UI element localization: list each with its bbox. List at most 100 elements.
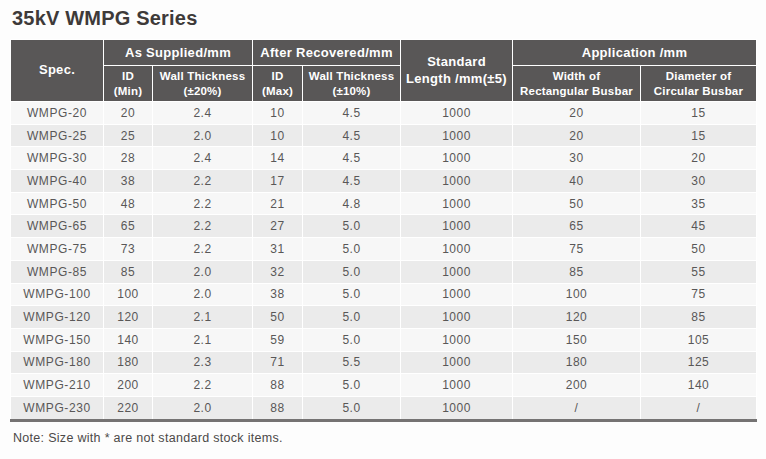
id-max-cell: 71 bbox=[253, 351, 303, 374]
wall-thickness-supplied-cell: 2.0 bbox=[153, 124, 253, 147]
standard-length-cell: 1000 bbox=[401, 306, 513, 329]
wall-thickness-supplied-cell: 2.2 bbox=[153, 192, 253, 215]
wall-thickness-recovered-cell: 5.0 bbox=[303, 374, 401, 397]
footnote: Note: Size with * are not standard stock… bbox=[13, 431, 756, 445]
table-row: WMPG-75732.2315.010007550 bbox=[11, 238, 757, 261]
page-container: 35kV WMPG Series Spec. As Supplied/mm Af… bbox=[0, 0, 766, 445]
standard-length-cell: 1000 bbox=[401, 147, 513, 170]
wall-thickness-recovered-cell: 5.0 bbox=[303, 328, 401, 351]
header-wall-thickness-20: Wall Thickness (±20%) bbox=[153, 66, 253, 102]
header-id-max: ID (Max) bbox=[253, 66, 303, 102]
width-rect-cell: 100 bbox=[513, 283, 641, 306]
wall-thickness-supplied-cell: 2.2 bbox=[153, 374, 253, 397]
spec-cell: WMPG-40 bbox=[11, 170, 104, 193]
width-rect-cell: 180 bbox=[513, 351, 641, 374]
header-application: Application /mm bbox=[513, 40, 757, 66]
wall-thickness-recovered-cell: 4.5 bbox=[303, 102, 401, 125]
dia-circ-cell: 45 bbox=[641, 215, 757, 238]
wall-thickness-supplied-cell: 2.0 bbox=[153, 396, 253, 420]
dia-circ-cell: 50 bbox=[641, 238, 757, 261]
page-title: 35kV WMPG Series bbox=[12, 7, 756, 30]
spec-cell: WMPG-65 bbox=[11, 215, 104, 238]
dia-circ-cell: 15 bbox=[641, 124, 757, 147]
spec-cell: WMPG-20 bbox=[11, 102, 104, 125]
width-rect-cell: / bbox=[513, 396, 641, 420]
standard-length-cell: 1000 bbox=[401, 328, 513, 351]
id-max-cell: 17 bbox=[253, 170, 303, 193]
id-min-cell: 100 bbox=[104, 283, 153, 306]
standard-length-cell: 1000 bbox=[401, 374, 513, 397]
dia-circ-cell: 15 bbox=[641, 102, 757, 125]
dia-circ-cell: 125 bbox=[641, 351, 757, 374]
id-min-cell: 20 bbox=[104, 102, 153, 125]
id-max-cell: 50 bbox=[253, 306, 303, 329]
table-row: WMPG-50482.2214.810005035 bbox=[11, 192, 757, 215]
header-wall-thickness-10: Wall Thickness (±10%) bbox=[303, 66, 401, 102]
dia-circ-cell: 140 bbox=[641, 374, 757, 397]
standard-length-cell: 1000 bbox=[401, 170, 513, 193]
width-rect-cell: 85 bbox=[513, 260, 641, 283]
id-min-cell: 220 bbox=[104, 396, 153, 420]
wall-thickness-supplied-cell: 2.4 bbox=[153, 147, 253, 170]
width-rect-cell: 65 bbox=[513, 215, 641, 238]
wall-thickness-supplied-cell: 2.1 bbox=[153, 306, 253, 329]
id-max-cell: 59 bbox=[253, 328, 303, 351]
table-row: WMPG-1201202.1505.0100012085 bbox=[11, 306, 757, 329]
table-row: WMPG-40382.2174.510004030 bbox=[11, 170, 757, 193]
id-min-cell: 180 bbox=[104, 351, 153, 374]
dia-circ-cell: 35 bbox=[641, 192, 757, 215]
id-min-cell: 140 bbox=[104, 328, 153, 351]
spec-cell: WMPG-230 bbox=[11, 396, 104, 420]
spec-cell: WMPG-180 bbox=[11, 351, 104, 374]
dia-circ-cell: 20 bbox=[641, 147, 757, 170]
header-width-rect-busbar: Width of Rectangular Busbar bbox=[513, 66, 641, 102]
wall-thickness-recovered-cell: 4.8 bbox=[303, 192, 401, 215]
id-max-cell: 27 bbox=[253, 215, 303, 238]
table-row: WMPG-30282.4144.510003020 bbox=[11, 147, 757, 170]
width-rect-cell: 30 bbox=[513, 147, 641, 170]
standard-length-cell: 1000 bbox=[401, 215, 513, 238]
table-row: WMPG-1001002.0385.0100010075 bbox=[11, 283, 757, 306]
dia-circ-cell: 75 bbox=[641, 283, 757, 306]
table-row: WMPG-25252.0104.510002015 bbox=[11, 124, 757, 147]
spec-cell: WMPG-120 bbox=[11, 306, 104, 329]
table-body: WMPG-20202.4104.510002015WMPG-25252.0104… bbox=[11, 102, 757, 421]
wall-thickness-recovered-cell: 5.5 bbox=[303, 351, 401, 374]
id-min-cell: 25 bbox=[104, 124, 153, 147]
id-min-cell: 85 bbox=[104, 260, 153, 283]
dia-circ-cell: 85 bbox=[641, 306, 757, 329]
id-min-cell: 65 bbox=[104, 215, 153, 238]
spec-cell: WMPG-210 bbox=[11, 374, 104, 397]
id-min-cell: 200 bbox=[104, 374, 153, 397]
header-spec: Spec. bbox=[11, 40, 104, 102]
spec-cell: WMPG-100 bbox=[11, 283, 104, 306]
wall-thickness-recovered-cell: 5.0 bbox=[303, 283, 401, 306]
dia-circ-cell: 55 bbox=[641, 260, 757, 283]
width-rect-cell: 75 bbox=[513, 238, 641, 261]
id-max-cell: 10 bbox=[253, 102, 303, 125]
standard-length-cell: 1000 bbox=[401, 260, 513, 283]
id-min-cell: 73 bbox=[104, 238, 153, 261]
standard-length-cell: 1000 bbox=[401, 238, 513, 261]
id-max-cell: 31 bbox=[253, 238, 303, 261]
wall-thickness-supplied-cell: 2.0 bbox=[153, 260, 253, 283]
spec-cell: WMPG-25 bbox=[11, 124, 104, 147]
spec-cell: WMPG-75 bbox=[11, 238, 104, 261]
header-as-supplied: As Supplied/mm bbox=[104, 40, 253, 66]
width-rect-cell: 20 bbox=[513, 102, 641, 125]
width-rect-cell: 120 bbox=[513, 306, 641, 329]
width-rect-cell: 50 bbox=[513, 192, 641, 215]
table-row: WMPG-2302202.0885.01000// bbox=[11, 396, 757, 420]
table-row: WMPG-85852.0325.010008555 bbox=[11, 260, 757, 283]
dia-circ-cell: / bbox=[641, 396, 757, 420]
id-min-cell: 48 bbox=[104, 192, 153, 215]
header-sub-row: ID (Min) Wall Thickness (±20%) ID (Max) … bbox=[11, 66, 757, 102]
header-standard-length: Standard Length /mm(±5) bbox=[401, 40, 513, 102]
id-min-cell: 28 bbox=[104, 147, 153, 170]
spec-cell: WMPG-150 bbox=[11, 328, 104, 351]
table-row: WMPG-2102002.2885.01000200140 bbox=[11, 374, 757, 397]
header-group-row: Spec. As Supplied/mm After Recovered/mm … bbox=[11, 40, 757, 66]
standard-length-cell: 1000 bbox=[401, 396, 513, 420]
table-row: WMPG-1801802.3715.51000180125 bbox=[11, 351, 757, 374]
wall-thickness-recovered-cell: 5.0 bbox=[303, 238, 401, 261]
